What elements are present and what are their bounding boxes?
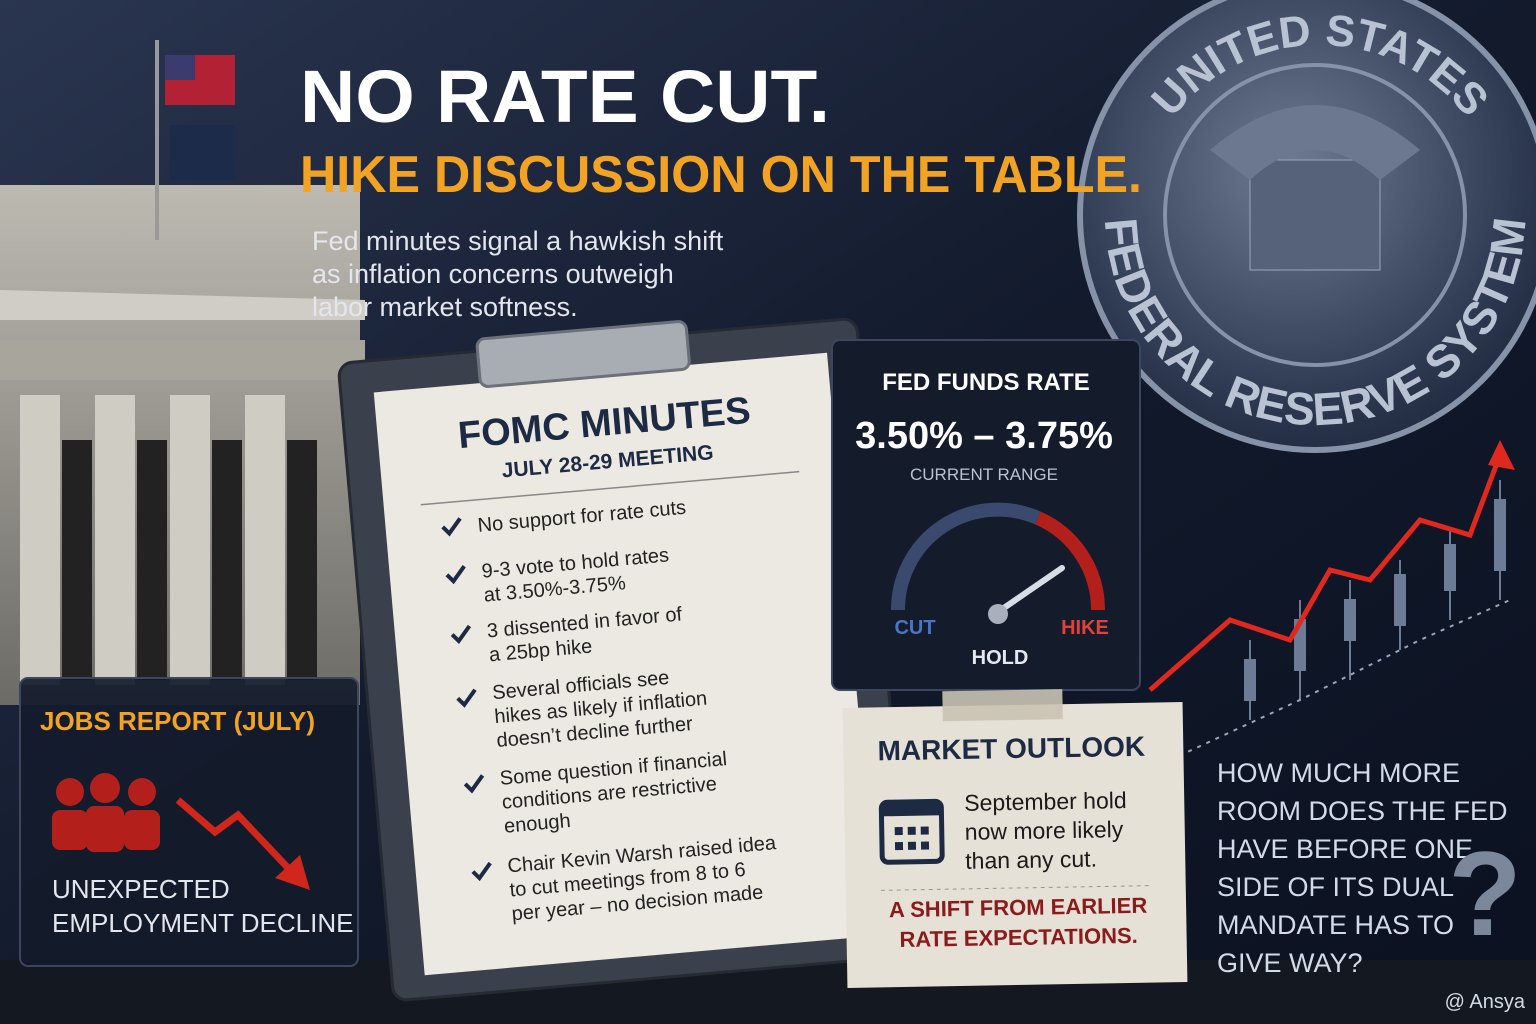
gauge-arc bbox=[890, 502, 1041, 611]
building bbox=[0, 40, 1536, 1024]
check-icon bbox=[441, 517, 462, 537]
check-icon bbox=[445, 565, 466, 585]
rate-card: FED FUNDS RATE 3.50% – 3.75% CURRENT RAN… bbox=[831, 339, 1141, 691]
gauge-label: HOLD bbox=[972, 647, 1029, 669]
question-line: HAVE BEFORE ONE bbox=[1217, 834, 1473, 864]
decline-arrow bbox=[175, 797, 293, 873]
rate-caption: CURRENT RANGE bbox=[910, 465, 1058, 484]
jobs-title: JOBS REPORT (JULY) bbox=[40, 706, 315, 736]
outlook-text: September hold bbox=[964, 787, 1127, 816]
rate-title: FED FUNDS RATE bbox=[882, 369, 1090, 396]
question-line: GIVE WAY? bbox=[1217, 948, 1363, 978]
gauge-label: HIKE bbox=[1061, 617, 1109, 639]
outlook-text: than any cut. bbox=[965, 846, 1097, 874]
check-icon bbox=[471, 861, 492, 882]
gauge-arc bbox=[1035, 511, 1106, 611]
gauge-label: CUT bbox=[894, 617, 935, 639]
seal: UNITED STATES FEDERAL RESERVE SYSTEM bbox=[1077, 0, 1536, 453]
outlook-note: A SHIFT FROM EARLIER bbox=[889, 893, 1148, 923]
subheadline: HIKE DISCUSSION ON THE TABLE. bbox=[300, 146, 1142, 204]
market-outlook: MARKET OUTLOOK September hold now more l… bbox=[842, 689, 1188, 988]
description-line: labor market softness. bbox=[312, 292, 578, 322]
jobs-text: EMPLOYMENT DECLINE bbox=[52, 908, 353, 938]
outlook-text: now more likely bbox=[965, 816, 1124, 845]
decline-arrow-head bbox=[275, 855, 310, 890]
jobs-text: UNEXPECTED bbox=[52, 874, 230, 904]
question: HOW MUCH MORE ROOM DOES THE FED HAVE BEF… bbox=[1217, 758, 1508, 978]
description-line: Fed minutes signal a hawkish shift bbox=[312, 226, 724, 256]
headline: NO RATE CUT. bbox=[300, 55, 830, 138]
clipboard: FOMC MINUTES JULY 28-29 MEETING No suppo… bbox=[337, 317, 913, 1002]
question-line: HOW MUCH MORE bbox=[1217, 758, 1460, 788]
gauge-needle bbox=[995, 565, 1065, 615]
question-mark: ? bbox=[1448, 827, 1521, 961]
outlook-title: MARKET OUTLOOK bbox=[877, 731, 1145, 767]
question-line: MANDATE HAS TO bbox=[1217, 910, 1454, 940]
trend-chart bbox=[1148, 440, 1515, 761]
question-line: ROOM DOES THE FED bbox=[1217, 796, 1508, 826]
question-line: SIDE OF ITS DUAL bbox=[1217, 872, 1454, 902]
check-icon bbox=[456, 688, 477, 708]
jobs-card: JOBS REPORT (JULY) UNEXPECTED EMPLOYMENT… bbox=[19, 677, 359, 967]
check-icon bbox=[450, 624, 472, 645]
people-icon bbox=[52, 773, 160, 852]
outlook-note: RATE EXPECTATIONS. bbox=[899, 923, 1138, 952]
rate-range: 3.50% – 3.75% bbox=[855, 415, 1113, 457]
calendar-icon bbox=[878, 798, 945, 865]
watermark: @ Ansya bbox=[1445, 991, 1526, 1013]
description-line: as inflation concerns outweigh bbox=[312, 259, 674, 289]
check-icon bbox=[463, 774, 485, 794]
gauge-hub bbox=[988, 604, 1008, 624]
